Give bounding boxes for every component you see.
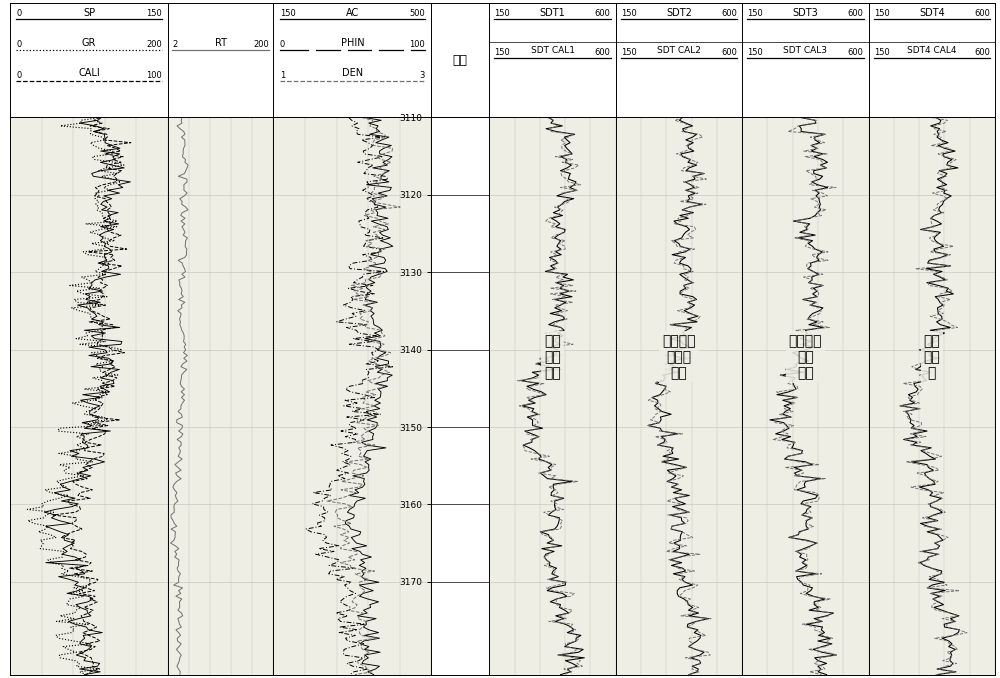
- Text: SDT4: SDT4: [919, 8, 945, 18]
- Text: 500: 500: [409, 9, 425, 18]
- Text: 150: 150: [621, 9, 637, 18]
- Text: 纵波
速度
拟合: 纵波 速度 拟合: [544, 334, 561, 380]
- Text: 150: 150: [280, 9, 295, 18]
- Text: 200: 200: [253, 40, 269, 49]
- Text: SP: SP: [83, 8, 95, 18]
- Text: 纵波速度
及密度
拟合: 纵波速度 及密度 拟合: [662, 334, 696, 380]
- Text: SDT2: SDT2: [666, 8, 692, 18]
- Text: 150: 150: [621, 48, 637, 57]
- Text: CALI: CALI: [78, 68, 100, 79]
- Text: 150: 150: [747, 9, 763, 18]
- Text: SDT3: SDT3: [792, 8, 818, 18]
- Text: 模型
法预
测: 模型 法预 测: [923, 334, 940, 380]
- Text: SDT CAL1: SDT CAL1: [531, 45, 575, 55]
- Text: 0: 0: [16, 9, 22, 18]
- Text: 600: 600: [595, 9, 611, 18]
- Text: 200: 200: [146, 40, 162, 49]
- Text: 0: 0: [16, 71, 22, 80]
- Text: SDT1: SDT1: [540, 8, 565, 18]
- Text: 1: 1: [280, 71, 285, 80]
- Text: SDT CAL3: SDT CAL3: [783, 45, 827, 55]
- Text: AC: AC: [346, 8, 359, 18]
- Text: 600: 600: [848, 9, 864, 18]
- Text: 2: 2: [172, 40, 177, 49]
- Text: RT: RT: [215, 37, 227, 47]
- Text: 600: 600: [721, 9, 737, 18]
- Text: 150: 150: [747, 48, 763, 57]
- Text: 150: 150: [494, 9, 510, 18]
- Text: SDT4 CAL4: SDT4 CAL4: [907, 45, 957, 55]
- Text: 600: 600: [974, 48, 990, 57]
- Text: 150: 150: [146, 9, 162, 18]
- Text: 100: 100: [146, 71, 162, 80]
- Text: 600: 600: [595, 48, 611, 57]
- Text: 0: 0: [280, 40, 285, 49]
- Text: 3: 3: [420, 71, 425, 80]
- Text: 600: 600: [721, 48, 737, 57]
- Text: 600: 600: [848, 48, 864, 57]
- Text: 150: 150: [874, 9, 889, 18]
- Text: 深度: 深度: [453, 54, 468, 67]
- Text: 150: 150: [494, 48, 510, 57]
- Text: 100: 100: [409, 40, 425, 49]
- Text: DEN: DEN: [342, 68, 363, 79]
- Text: 150: 150: [874, 48, 889, 57]
- Text: SDT CAL2: SDT CAL2: [657, 45, 701, 55]
- Text: 0: 0: [16, 40, 22, 49]
- Text: 概率神经
网络
计算: 概率神经 网络 计算: [789, 334, 822, 380]
- Text: GR: GR: [82, 37, 96, 47]
- Text: PHIN: PHIN: [341, 37, 364, 47]
- Text: 600: 600: [974, 9, 990, 18]
